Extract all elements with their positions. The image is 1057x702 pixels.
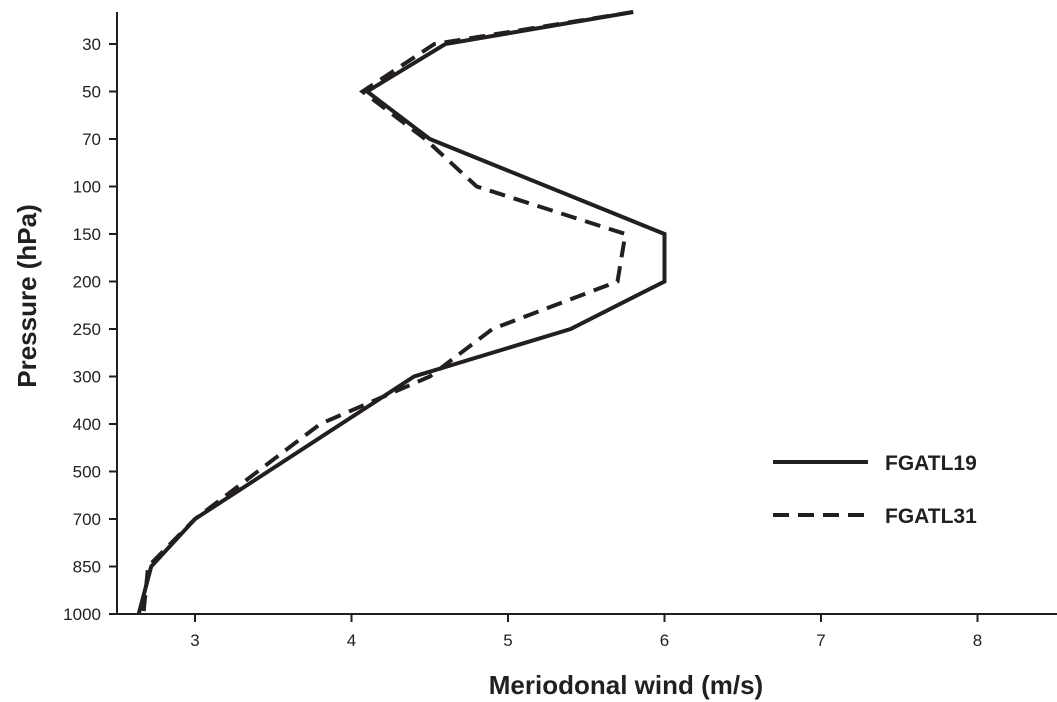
y-tick-label: 70 (82, 130, 101, 149)
y-tick-label: 1000 (63, 605, 101, 624)
y-tick-label: 100 (73, 178, 101, 197)
y-tick-label: 850 (73, 558, 101, 577)
series-group (136, 10, 667, 615)
x-tick-label: 7 (816, 631, 825, 650)
series-line-fgatl19 (136, 10, 667, 615)
x-tick-label: 3 (190, 631, 199, 650)
y-tick-label: 150 (73, 225, 101, 244)
x-tick-label: 6 (660, 631, 669, 650)
plot-area: 3 4 5 6 7 8 30 50 70 100 150 200 250 300 400 500 700 850… (63, 10, 1057, 650)
x-tick-label: 5 (503, 631, 512, 650)
y-ticks: 30 50 70 100 150 200 250 300 400 500 700 850 1000 (63, 35, 117, 624)
series-line-fgatl31 (141, 10, 634, 615)
legend-label-fgatl31: FGATL31 (885, 505, 977, 528)
x-ticks: 3 4 5 6 7 8 (190, 614, 982, 650)
y-tick-label: 500 (73, 463, 101, 482)
y-tick-label: 50 (82, 83, 101, 102)
y-tick-label: 300 (73, 368, 101, 387)
y-tick-label: 250 (73, 320, 101, 339)
y-tick-label: 700 (73, 510, 101, 529)
legend-label-fgatl19: FGATL19 (885, 452, 977, 475)
y-axis-title: Pressure (hPa) (12, 204, 42, 388)
y-tick-label: 400 (73, 415, 101, 434)
x-tick-label: 4 (347, 631, 356, 650)
y-tick-label: 30 (82, 35, 101, 54)
x-tick-label: 8 (973, 631, 982, 650)
y-tick-label: 200 (73, 273, 101, 292)
legend: FGATL19 FGATL31 (773, 452, 977, 528)
x-axis-title: Meriodonal wind (m/s) (489, 670, 763, 700)
